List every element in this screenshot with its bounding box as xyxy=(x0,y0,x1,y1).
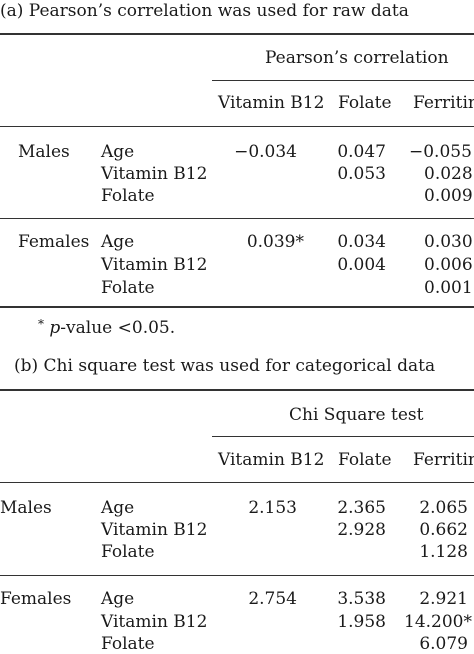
panel-b-caption: (b) Chi square test was used for categor… xyxy=(14,356,436,376)
panel-a-cell: −0.034 xyxy=(234,142,297,162)
panel-a-cell: 0.006 xyxy=(424,255,473,275)
panel-b-cell: 2.921 xyxy=(419,589,468,609)
panel-b-cell: 2.065 xyxy=(419,498,468,518)
panel-b-cell: 2.365 xyxy=(337,498,386,518)
panel-a-group-females: Females xyxy=(18,232,90,252)
panel-b-row-label: Vitamin B12 xyxy=(101,612,208,632)
panel-a-cell: 0.001 xyxy=(424,278,473,298)
panel-b-row-label: Folate xyxy=(101,634,155,654)
panel-b-cell: 6.079 xyxy=(419,634,468,654)
panel-a-col-vitb12: Vitamin B12 xyxy=(218,93,325,113)
panel-a-cell: 0.034 xyxy=(337,232,386,252)
panel-a-footnote: * p-value <0.05. xyxy=(38,317,176,338)
panel-b-col-ferritin: Ferritin xyxy=(413,450,474,470)
panel-a-bottom-rule xyxy=(0,306,474,308)
panel-a-caption: (a) Pearson’s correlation was used for r… xyxy=(0,1,409,21)
panel-a-group-divider xyxy=(0,218,474,219)
panel-b-top-rule xyxy=(0,389,474,391)
panel-a-row-label: Age xyxy=(101,142,135,162)
panel-b-row-label: Age xyxy=(101,589,135,609)
panel-b-cell: 1.128 xyxy=(419,542,468,562)
panel-a-cell: −0.055 xyxy=(409,142,472,162)
panel-b-cell: 2.153 xyxy=(248,498,297,518)
panel-a-top-rule xyxy=(0,33,474,35)
panel-a-cell: 0.004 xyxy=(337,255,386,275)
panel-b-cell: 1.958 xyxy=(337,612,386,632)
panel-b-row-label: Age xyxy=(101,498,135,518)
panel-a-cell: 0.030 xyxy=(424,232,473,252)
panel-b-group-header: Chi Square test xyxy=(289,405,424,425)
panel-a-row-label: Folate xyxy=(101,186,155,206)
panel-a-cell: 0.039* xyxy=(246,232,304,252)
panel-a-group-rule xyxy=(212,80,474,81)
panel-b-row-label: Folate xyxy=(101,542,155,562)
panel-a-cell: 0.053 xyxy=(337,164,386,184)
panel-a-row-label: Folate xyxy=(101,278,155,298)
panel-b-row-label: Vitamin B12 xyxy=(101,520,208,540)
panel-a-col-ferritin: Ferritin xyxy=(413,93,474,113)
panel-b-cell: 2.928 xyxy=(337,520,386,540)
panel-a-row-label: Vitamin B12 xyxy=(101,255,208,275)
panel-a-cell: 0.047 xyxy=(337,142,386,162)
panel-b-group-divider xyxy=(0,575,474,576)
panel-b-group-females: Females xyxy=(0,589,72,609)
panel-a-cell: 0.009 xyxy=(424,186,473,206)
panel-b-group-rule xyxy=(212,436,474,437)
panel-b-cell: 3.538 xyxy=(337,589,386,609)
panel-a-row-label: Age xyxy=(101,232,135,252)
panel-a-row-label: Vitamin B12 xyxy=(101,164,208,184)
panel-a-header-rule xyxy=(0,126,474,127)
panel-b-cell: 0.662 xyxy=(419,520,468,540)
panel-b-col-folate: Folate xyxy=(338,450,392,470)
panel-a-group-males: Males xyxy=(18,142,70,162)
panel-b-cell: 14.200* xyxy=(404,612,472,632)
panel-b-group-males: Males xyxy=(0,498,52,518)
panel-a-col-folate: Folate xyxy=(338,93,392,113)
panel-b-col-vitb12: Vitamin B12 xyxy=(218,450,325,470)
panel-b-cell: 2.754 xyxy=(248,589,297,609)
panel-a-group-header: Pearson’s correlation xyxy=(265,48,449,68)
panel-b-header-rule xyxy=(0,482,474,483)
panel-a-cell: 0.028 xyxy=(424,164,473,184)
